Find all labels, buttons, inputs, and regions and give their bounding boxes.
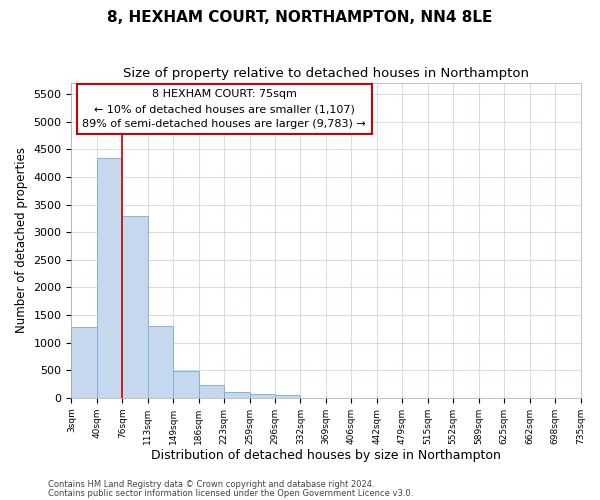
Title: Size of property relative to detached houses in Northampton: Size of property relative to detached ho… [123,68,529,80]
Bar [173,372,199,398]
Text: 8, HEXHAM COURT, NORTHAMPTON, NN4 8LE: 8, HEXHAM COURT, NORTHAMPTON, NN4 8LE [107,10,493,25]
Bar [122,216,148,398]
Y-axis label: Number of detached properties: Number of detached properties [15,148,28,334]
Bar [148,326,173,398]
X-axis label: Distribution of detached houses by size in Northampton: Distribution of detached houses by size … [151,450,501,462]
Bar [97,158,122,398]
Bar [250,394,275,398]
Bar [224,392,250,398]
Text: Contains HM Land Registry data © Crown copyright and database right 2024.: Contains HM Land Registry data © Crown c… [48,480,374,489]
Bar [71,327,97,398]
Text: Contains public sector information licensed under the Open Government Licence v3: Contains public sector information licen… [48,489,413,498]
Text: 8 HEXHAM COURT: 75sqm
← 10% of detached houses are smaller (1,107)
89% of semi-d: 8 HEXHAM COURT: 75sqm ← 10% of detached … [82,89,366,129]
Bar [199,385,224,398]
Bar [275,395,301,398]
